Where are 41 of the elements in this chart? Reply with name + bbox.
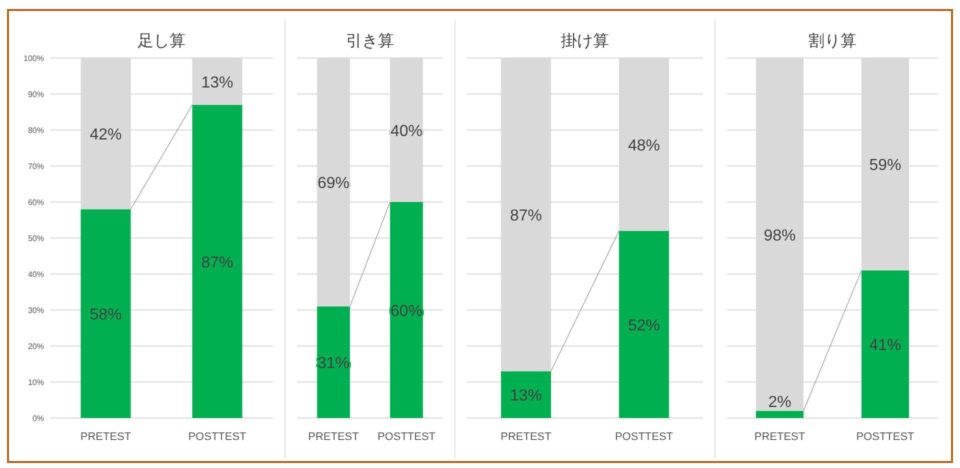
chart-title: 引き算 (346, 32, 394, 50)
x-tick-label: PRETEST (754, 431, 806, 443)
y-tick-label: 0% (32, 414, 44, 423)
y-tick-label: 60% (28, 198, 44, 207)
y-tick-label: 10% (28, 378, 44, 387)
y-tick-label: 100% (24, 54, 44, 63)
data-label: 41% (869, 337, 902, 354)
y-tick-label: 20% (28, 342, 44, 351)
data-label: 42% (90, 126, 122, 144)
data-label: 60% (390, 303, 423, 320)
y-tick-label: 80% (28, 126, 44, 135)
y-tick-label: 30% (28, 306, 44, 315)
x-tick-label: POSTTEST (188, 431, 247, 443)
data-label: 48% (628, 137, 660, 154)
chart-title: 足し算 (138, 32, 186, 50)
data-label: 13% (201, 74, 234, 92)
data-label: 58% (90, 306, 122, 324)
y-tick-label: 70% (28, 162, 44, 171)
data-label: 13% (510, 388, 542, 405)
y-tick-label: 50% (28, 234, 44, 243)
y-tick-label: 40% (28, 270, 44, 279)
x-tick-label: POSTTEST (377, 431, 436, 443)
data-label: 52% (628, 317, 660, 334)
data-label: 87% (201, 254, 234, 272)
data-label: 69% (317, 175, 350, 192)
data-label: 98% (764, 227, 796, 244)
bar (80, 209, 131, 418)
data-label: 40% (390, 123, 423, 140)
data-label: 2% (768, 394, 792, 411)
x-tick-label: POSTTEST (856, 431, 915, 443)
chart-title: 掛け算 (561, 32, 609, 50)
x-tick-label: PRETEST (308, 431, 360, 443)
chart-title: 割り算 (808, 32, 856, 50)
bar (192, 104, 242, 418)
data-label: 31% (317, 355, 350, 372)
data-label: 59% (869, 157, 902, 174)
x-tick-label: POSTTEST (614, 431, 674, 443)
x-tick-label: PRETEST (500, 431, 552, 443)
data-label: 87% (510, 208, 542, 225)
y-tick-label: 90% (28, 90, 44, 99)
x-tick-label: PRETEST (80, 431, 132, 443)
